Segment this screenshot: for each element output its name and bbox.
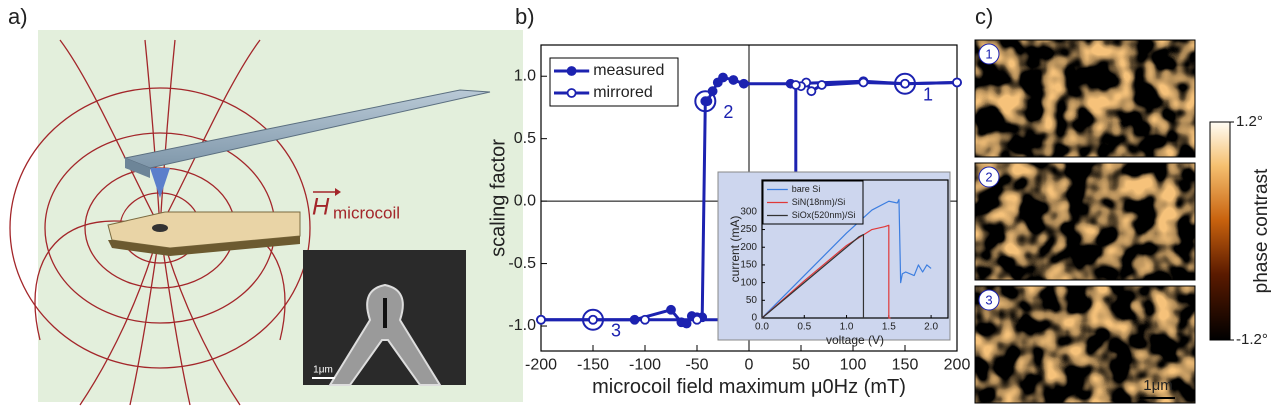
x-tick-label: 1.0	[840, 322, 854, 333]
tip	[150, 168, 170, 198]
x-tick-label: -50	[685, 357, 708, 374]
x-tick-label: 1.5	[882, 322, 896, 333]
image-number-badge	[978, 43, 1000, 65]
y-tick-label: -0.5	[508, 255, 536, 272]
sem-coil	[328, 283, 442, 386]
afm-frame	[974, 162, 1196, 281]
panel-label: b)	[515, 4, 535, 29]
colorbar	[1209, 121, 1231, 341]
y-tick-label: 0.5	[514, 130, 536, 147]
image-number-badge	[978, 289, 1000, 311]
marker	[858, 77, 869, 88]
x-tick-label: -200	[525, 357, 557, 374]
legend-marker	[566, 88, 577, 98]
legend-label: bare Si	[792, 184, 821, 194]
vector-arrow-head	[335, 188, 341, 196]
x-tick-label: 200	[944, 357, 971, 374]
annotation-label: 1	[923, 84, 933, 104]
legend-label: SiN(18nm)/Si	[792, 197, 846, 207]
scale-bar-label: 1μm	[313, 365, 333, 376]
sem-slit	[383, 298, 387, 328]
y-tick-label: 250	[740, 224, 757, 235]
colorbar-label: phase contrast	[1251, 168, 1272, 293]
marker	[900, 78, 910, 89]
marker	[640, 314, 650, 325]
microcoil-edge	[108, 236, 300, 256]
chart: 0.0 0.5 1.0 1.5 2.0 0 50 100 150 200 250 300 voltage…	[717, 171, 951, 347]
y-tick-label: 0	[751, 313, 757, 324]
panel-label: c)	[975, 4, 993, 29]
marker	[738, 78, 749, 89]
legend-label: SiOx(520nm)/Si	[792, 210, 856, 220]
annotation-label: 3	[611, 321, 621, 341]
legend-box	[549, 57, 679, 107]
afm-frame	[974, 39, 1196, 158]
field-symbol: H	[312, 193, 330, 220]
marker	[952, 77, 962, 88]
legend-marker	[566, 66, 577, 76]
marker	[718, 72, 728, 83]
annotation-ring	[694, 90, 717, 113]
marker	[728, 75, 739, 85]
y-tick-label: 0.0	[514, 192, 536, 209]
afm-images: 1 2 3	[974, 39, 1196, 404]
colorbar-tick-label: 1.2°	[1236, 113, 1263, 130]
y-tick-label: 100	[740, 277, 757, 288]
annotation-ring	[894, 72, 916, 95]
marker	[806, 86, 817, 97]
afm-dark	[975, 286, 1195, 403]
panel-label: a)	[8, 4, 28, 29]
illustration: H microcoil 1μm	[9, 30, 523, 406]
series-line	[761, 224, 891, 319]
marker	[666, 304, 676, 315]
scale-bar-label: 1μm	[1143, 377, 1172, 394]
marker	[816, 80, 827, 90]
annotation-ring	[582, 308, 604, 331]
y-tick-label: 150	[740, 260, 757, 271]
x-axis-label: voltage (V)	[826, 333, 884, 347]
x-tick-label: 0	[745, 357, 754, 374]
x-tick-label: 2.0	[924, 322, 938, 333]
series-line	[761, 198, 932, 319]
y-tick-label: 1.0	[514, 67, 536, 84]
y-tick-label: -1.0	[508, 317, 536, 334]
y-tick-label: 300	[740, 206, 757, 217]
x-tick-label: 50	[792, 357, 810, 374]
marker	[790, 80, 801, 90]
x-tick-label: -100	[629, 357, 661, 374]
field-subscript: microcoil	[333, 203, 400, 222]
y-axis-label: scaling factor	[488, 139, 510, 257]
legend-label: mirrored	[593, 84, 653, 101]
charts: -200 -150 -100 -50 0 50 100 150 200-1.0-0.50.00.…	[488, 44, 971, 398]
afm-dark	[975, 163, 1195, 280]
marker	[536, 314, 546, 325]
annotation-label: 2	[723, 102, 733, 122]
x-tick-label: 0.0	[755, 322, 769, 333]
cantilever-side	[125, 158, 150, 178]
image-number-badge	[978, 166, 1000, 188]
y-axis-label: current (mA)	[728, 216, 742, 283]
series-line	[761, 233, 865, 319]
colorbar-tick-label: -1.2°	[1236, 331, 1268, 348]
afm-frame	[974, 285, 1196, 404]
legend-label: measured	[593, 62, 664, 79]
x-tick-label: -150	[577, 357, 609, 374]
y-tick-label: 200	[740, 242, 757, 253]
coil-hole	[152, 224, 168, 232]
y-tick-label: 50	[746, 295, 758, 306]
marker	[588, 314, 598, 325]
marker	[702, 96, 713, 107]
x-tick-label: 0.5	[797, 322, 811, 333]
marker	[692, 314, 702, 325]
image-number: 3	[985, 292, 992, 307]
x-tick-label: 100	[840, 357, 867, 374]
x-axis-label: microcoil field maximum μ0Hz (mT)	[592, 376, 906, 398]
afm-dark	[975, 40, 1195, 157]
x-tick-label: 150	[892, 357, 919, 374]
image-number: 2	[985, 169, 992, 184]
image-number: 1	[985, 46, 992, 61]
